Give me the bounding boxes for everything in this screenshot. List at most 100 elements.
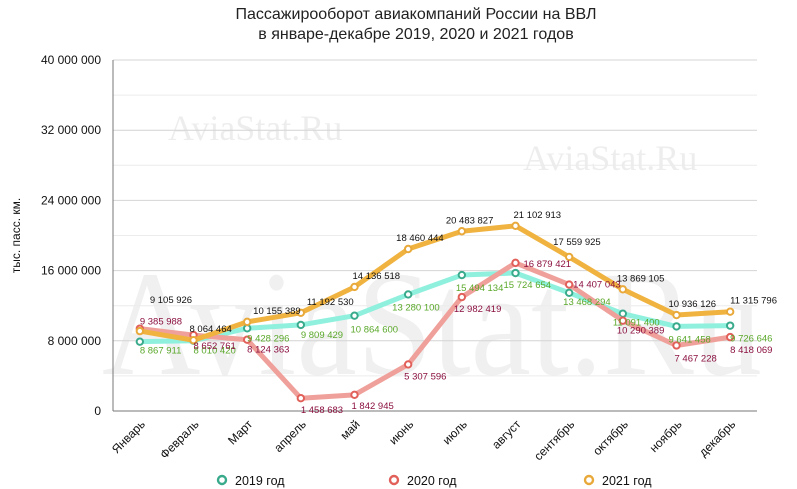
data-point — [296, 320, 306, 330]
legend-marker-3 — [583, 474, 595, 486]
x-tick-label: август — [489, 417, 524, 452]
data-point — [672, 310, 681, 320]
series — [135, 221, 735, 403]
data-label: 5 307 596 — [404, 371, 446, 382]
data-label: 10 864 600 — [351, 325, 399, 336]
y-axis: 0 8 000 000 16 000 000 24 000 000 32 000 000… — [9, 53, 757, 418]
data-point — [725, 307, 735, 316]
data-label: 13 468 294 — [563, 297, 611, 308]
series-line-1 — [137, 270, 733, 345]
watermarks: AviaStat.Ru AviaStat.Ru AviaStat.Ru — [102, 108, 762, 407]
data-label: 21 102 913 — [514, 210, 562, 221]
legend-marker-1 — [216, 474, 228, 486]
data-label: 18 460 444 — [396, 233, 444, 244]
grid — [113, 59, 757, 412]
data-point — [242, 317, 252, 327]
data-label: 17 559 925 — [553, 237, 601, 248]
data-point — [350, 282, 359, 292]
y-axis-title: тыс. пасс. км. — [9, 198, 23, 273]
watermark: AviaStat.Ru — [102, 241, 762, 407]
data-point — [672, 341, 681, 350]
x-tick-label: Февраль — [157, 417, 201, 461]
data-label: 10 290 389 — [617, 326, 665, 337]
data-point — [511, 258, 520, 268]
y-tick-label: 40 000 000 — [41, 53, 101, 67]
data-point — [457, 270, 467, 280]
data-label: 7 467 228 — [675, 353, 717, 364]
data-label: 16 879 421 — [524, 259, 572, 270]
data-label: 13 869 105 — [617, 273, 665, 284]
watermark: AviaStat.Ru — [168, 108, 342, 148]
y-tick-label: 8 000 000 — [48, 334, 102, 348]
data-label: 1 842 945 — [352, 401, 394, 412]
data-point — [511, 268, 520, 278]
chart-title: Пассажирооборот авиакомпаний России на В… — [236, 6, 597, 43]
x-axis: Январь Февраль Март апрель май июнь июль август… — [109, 417, 738, 463]
data-point — [672, 322, 681, 331]
legend-marker-2 — [388, 474, 400, 486]
data-point — [403, 244, 413, 254]
legend-label-1: 2019 год — [235, 474, 285, 488]
data-point — [564, 288, 574, 298]
x-tick-label: июль — [440, 417, 470, 447]
data-point — [135, 326, 145, 336]
series-line-3 — [137, 223, 733, 343]
data-point — [618, 316, 628, 325]
data-label: 11 091 400 — [613, 318, 660, 329]
data-label: 10 936 126 — [669, 299, 717, 310]
x-tick-label: июнь — [386, 417, 416, 447]
data-point — [457, 292, 467, 302]
data-point — [457, 227, 467, 236]
data-label: 9 385 988 — [140, 317, 182, 328]
data-point — [564, 252, 574, 262]
series-line-2 — [137, 260, 733, 401]
x-tick-label: сентябрь — [531, 417, 577, 463]
x-tick-label: апрель — [271, 417, 309, 455]
data-label: 8 418 069 — [730, 345, 772, 356]
data-label: 9 105 926 — [150, 295, 192, 306]
x-tick-label: Январь — [109, 417, 148, 456]
data-label: 9 641 458 — [669, 334, 711, 345]
x-tick-label: май — [337, 417, 362, 442]
data-point — [350, 311, 359, 320]
data-point — [189, 336, 198, 345]
data-label: 1 458 683 — [301, 405, 343, 416]
data-label: 9 726 646 — [730, 334, 772, 345]
data-point — [296, 394, 306, 403]
data-label: 10 155 389 — [253, 306, 301, 317]
data-label: 8 010 420 — [194, 346, 236, 357]
data-point — [725, 321, 735, 330]
data-label: 8 652 761 — [194, 341, 236, 352]
legend: 2019 год 2020 год 2021 год — [216, 474, 652, 488]
chart-title-line-1: Пассажирооборот авиакомпаний России на В… — [236, 6, 597, 23]
data-point — [618, 309, 628, 318]
data-point — [350, 390, 359, 400]
data-point — [618, 285, 628, 294]
data-label: 11 192 530 — [307, 297, 354, 308]
y-tick-label: 24 000 000 — [41, 193, 101, 207]
data-label: 9 809 429 — [301, 330, 343, 341]
chart-title-line-2: в январе-декабре 2019, 2020 и 2021 годов — [258, 26, 573, 43]
data-label: 13 280 100 — [392, 302, 440, 313]
data-label: 15 724 654 — [504, 280, 552, 291]
x-tick-label: декабрь — [696, 417, 738, 459]
watermark: AviaStat.Ru — [523, 138, 697, 178]
data-point — [135, 337, 145, 346]
data-point — [564, 280, 574, 289]
data-label: 8 867 911 — [140, 346, 182, 357]
data-label: 14 136 518 — [353, 271, 401, 282]
data-label: 20 483 827 — [446, 215, 494, 226]
data-point — [511, 221, 520, 231]
y-tick-label: 0 — [94, 404, 101, 418]
legend-label-2: 2020 год — [407, 474, 457, 488]
data-label: 14 407 043 — [573, 280, 621, 291]
data-point — [725, 332, 735, 342]
y-tick-label: 32 000 000 — [41, 123, 101, 137]
data-label: 9 428 296 — [247, 333, 289, 344]
data-point — [403, 290, 413, 299]
data-point — [296, 308, 306, 317]
data-label: 11 315 796 — [730, 296, 777, 307]
data-point — [403, 360, 413, 369]
x-tick-label: Март — [225, 417, 256, 448]
